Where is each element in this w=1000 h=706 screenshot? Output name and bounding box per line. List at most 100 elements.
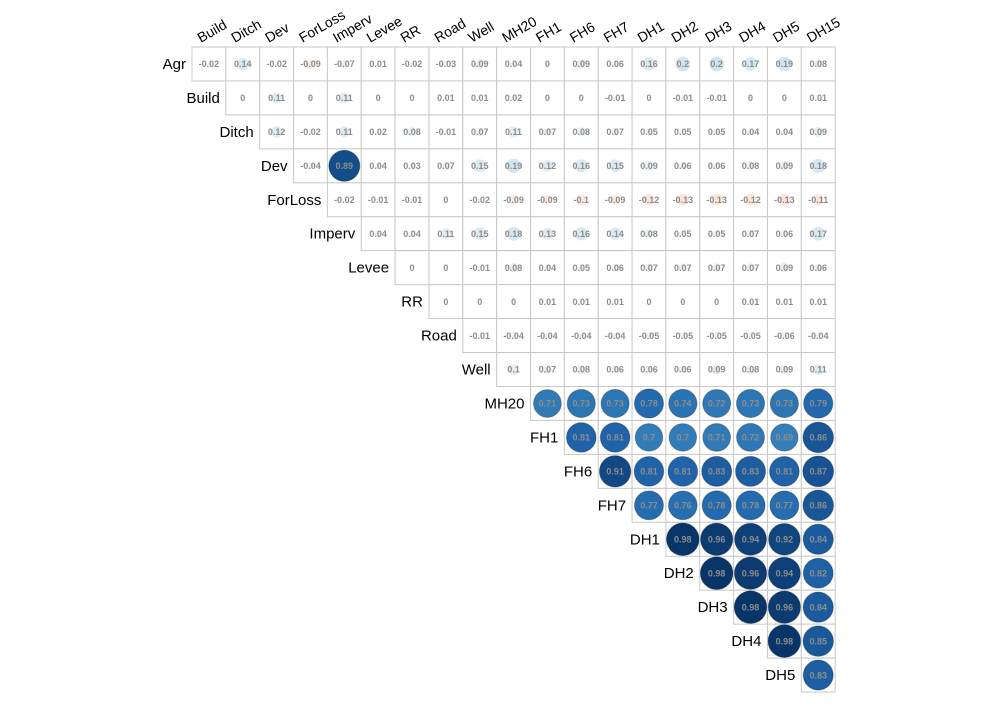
row-label-forloss: ForLoss xyxy=(267,192,321,209)
correlation-circle xyxy=(675,56,691,72)
cell-value-label: 0.73 xyxy=(742,399,760,409)
cell-value-label: 0.09 xyxy=(776,263,794,273)
correlation-circle xyxy=(802,659,834,691)
cell-forloss-fh7: -0.09 xyxy=(597,182,633,218)
correlation-circle xyxy=(574,227,588,241)
correlation-circle xyxy=(608,227,622,240)
cell-build-dh4: 0 xyxy=(733,80,768,116)
row-label-dh2: DH2 xyxy=(664,565,694,582)
correlation-circle xyxy=(475,127,485,137)
cell-value-label: 0.17 xyxy=(742,59,760,69)
correlation-circle xyxy=(566,388,596,419)
cell-dh1-dh3: 0.96 xyxy=(699,521,735,557)
correlation-circle xyxy=(702,423,732,452)
cell-value-label: 0.07 xyxy=(742,229,760,239)
cell-dev-dh15: 0.18 xyxy=(800,148,836,184)
correlation-circle xyxy=(510,332,517,339)
cell-road-dh15: -0.04 xyxy=(800,318,836,354)
cell-ditch-fh7: 0.07 xyxy=(597,114,633,150)
cell-road-dh1: -0.05 xyxy=(631,318,667,354)
cell-dev-rr: 0.03 xyxy=(394,148,430,184)
cell-build-dh2: -0.01 xyxy=(665,80,701,116)
cell-value-label: 0.07 xyxy=(742,263,760,273)
cell-value-label: 0.04 xyxy=(369,161,387,171)
cell-fh7-dh1: 0.77 xyxy=(631,487,667,523)
cell-value-label: 0.08 xyxy=(573,365,591,375)
cell-value-label: 0.71 xyxy=(708,433,726,443)
cell-imperv-mh20: 0.18 xyxy=(496,216,531,252)
cell-value-label: 0.04 xyxy=(505,59,523,69)
cell-value-label: 0.78 xyxy=(640,399,658,409)
correlation-circle xyxy=(813,126,824,137)
cell-value-label: 0.81 xyxy=(674,467,692,477)
correlation-circle xyxy=(441,161,451,171)
cell-value-label: -0.05 xyxy=(706,331,727,341)
cell-value-label: 0 xyxy=(443,297,448,307)
cell-value-label: 0.2 xyxy=(710,59,723,69)
correlation-circle xyxy=(533,389,562,418)
cell-value-label: 0.16 xyxy=(640,59,658,69)
correlation-circle xyxy=(769,388,799,419)
cell-value-label: -0.12 xyxy=(740,195,761,205)
cell-value-label: 0.01 xyxy=(573,297,591,307)
correlation-circle xyxy=(668,423,698,452)
cell-build-mh20: 0.02 xyxy=(496,80,531,116)
cell-dh5-dh15: 0.83 xyxy=(800,657,836,693)
cell-value-label: 0.1 xyxy=(507,365,520,375)
cell-imperv-levee: 0.04 xyxy=(360,216,396,252)
cell-value-label: 0.87 xyxy=(809,467,827,477)
cell-value-label: -0.02 xyxy=(469,195,490,205)
cell-value-label: -0.04 xyxy=(571,331,592,341)
correlation-circle xyxy=(274,61,279,67)
cell-value-label: -0.01 xyxy=(469,331,490,341)
cell-fh1-dh2: 0.7 xyxy=(665,419,701,455)
column-label-mh20: MH20 xyxy=(499,13,540,46)
correlation-circle xyxy=(579,299,583,304)
correlation-circle xyxy=(206,61,212,67)
correlation-circle xyxy=(803,388,834,419)
correlation-circle xyxy=(611,365,620,374)
correlation-circle xyxy=(478,333,482,338)
correlation-circle xyxy=(744,194,757,206)
correlation-circle xyxy=(576,127,586,137)
correlation-circle xyxy=(748,299,753,304)
cell-road-fh1: -0.04 xyxy=(530,318,565,354)
cell-build-forloss: 0 xyxy=(293,80,328,116)
cell-levee-mh20: 0.08 xyxy=(496,250,531,286)
correlation-circle xyxy=(665,522,700,557)
correlation-circle xyxy=(444,130,448,134)
cell-border xyxy=(496,284,531,320)
cell-imperv-dh5: 0.06 xyxy=(766,216,802,252)
cell-ditch-dh4: 0.04 xyxy=(733,114,768,150)
column-label-dh3: DH3 xyxy=(702,18,734,46)
cell-value-label: 0 xyxy=(545,93,550,103)
correlation-circle xyxy=(780,331,789,340)
cell-imperv-fh1: 0.13 xyxy=(530,216,565,252)
cell-forloss-fh1: -0.09 xyxy=(530,182,565,218)
cell-value-label: 0 xyxy=(410,93,415,103)
cell-road-dh4: -0.05 xyxy=(733,318,768,354)
correlation-circle xyxy=(812,194,824,206)
cell-fh6-dh4: 0.83 xyxy=(733,453,768,489)
cell-value-label: 0.72 xyxy=(742,433,760,443)
cell-well-mh20: 0.1 xyxy=(496,352,531,387)
cell-ditch-road: -0.01 xyxy=(428,114,464,150)
row-label-build: Build xyxy=(186,90,219,107)
correlation-circle xyxy=(409,61,415,67)
cell-value-label: 0.11 xyxy=(268,93,285,103)
cell-road-fh7: -0.04 xyxy=(597,318,633,354)
cell-value-label: 0.06 xyxy=(708,161,726,171)
correlation-circle xyxy=(667,456,699,487)
correlation-circle xyxy=(236,57,249,71)
correlation-circle xyxy=(541,160,554,172)
cell-value-label: 0.84 xyxy=(809,602,827,612)
correlation-circle xyxy=(712,128,721,136)
cell-imperv-rr: 0.04 xyxy=(394,216,430,252)
cell-fh6-fh7: 0.91 xyxy=(597,453,633,489)
cell-value-label: 0.05 xyxy=(708,229,726,239)
cell-value-label: 0 xyxy=(443,263,448,273)
correlation-circle xyxy=(811,158,826,173)
correlation-circle xyxy=(506,158,521,174)
